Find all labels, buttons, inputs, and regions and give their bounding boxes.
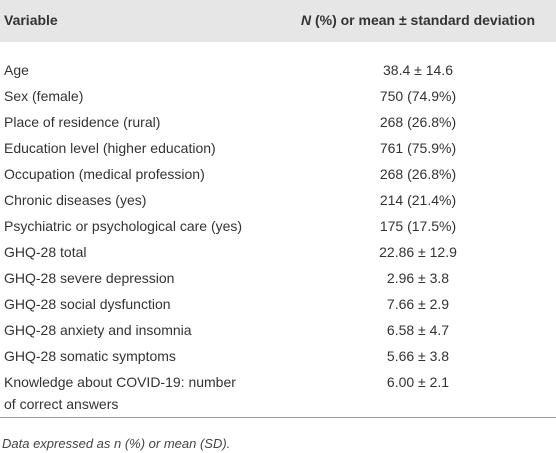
- variable-cell: Sex (female): [4, 85, 83, 107]
- value-cell: 38.4 ± 14.6: [383, 62, 453, 78]
- variable-cell: Education level (higher education): [4, 137, 216, 159]
- header-row: Variable N (%) or mean ± standard deviat…: [0, 0, 556, 42]
- variable-cell: GHQ-28 social dysfunction: [4, 293, 171, 315]
- value-cell: 750 (74.9%): [379, 88, 457, 104]
- table-row: Occupation (medical profession) 268 (26.8…: [0, 158, 556, 184]
- variable-text: Place of residence (rural): [4, 114, 161, 130]
- value-cell: 6.58 ± 4.7: [386, 322, 450, 338]
- value-cell: 2.96 ± 3.8: [386, 270, 450, 286]
- header-text: N: [300, 12, 312, 28]
- variable-cell: Occupation (medical profession): [4, 163, 205, 185]
- variable-cell: GHQ-28 anxiety and insomnia: [4, 319, 192, 341]
- variable-text: GHQ-28 severe depression: [4, 270, 175, 286]
- variable-text: Education level (higher education): [4, 140, 216, 156]
- bottom-rule: [0, 417, 556, 418]
- table-row: GHQ-28 anxiety and insomnia 6.58 ± 4.7: [0, 314, 556, 340]
- header-text: (%) or mean ± standard deviation: [311, 12, 536, 28]
- table-row: GHQ-28 somatic symptoms 5.66 ± 3.8: [0, 340, 556, 366]
- table-row: Chronic diseases (yes) 214 (21.4%): [0, 184, 556, 210]
- table-row: GHQ-28 total 22.86 ± 12.9: [0, 236, 556, 262]
- variable-text: GHQ-28 total: [4, 244, 87, 260]
- variable-text: Age: [4, 62, 29, 78]
- value-cell: 22.86 ± 12.9: [379, 244, 457, 260]
- table-row: Psychiatric or psychological care (yes) 1…: [0, 210, 556, 236]
- value-cell: 214 (21.4%): [379, 192, 457, 208]
- variable-cell: Chronic diseases (yes): [4, 189, 146, 211]
- footnote: Data expressed as n (%) or mean (SD).: [2, 436, 231, 451]
- value-cell: 761 (75.9%): [379, 140, 457, 156]
- value-cell: 175 (17.5%): [379, 218, 457, 234]
- header-cell: Variable: [4, 12, 58, 28]
- table-row: Place of residence (rural) 268 (26.8%): [0, 106, 556, 132]
- variable-text: GHQ-28 anxiety and insomnia: [4, 322, 192, 338]
- variable-cell: GHQ-28 total: [4, 241, 86, 263]
- variable-text: of correct answers: [4, 396, 119, 412]
- variable-text: Chronic diseases (yes): [4, 192, 147, 208]
- value-cell: 268 (26.8%): [379, 114, 457, 130]
- variable-text: Psychiatric or psychological care (yes): [4, 218, 243, 234]
- variable-text: GHQ-28 social dysfunction: [4, 296, 171, 312]
- table-row: Knowledge about COVID-19: number of corre…: [0, 366, 556, 418]
- variable-cell: Knowledge about COVID-19: number of corre…: [4, 371, 236, 415]
- table-row: GHQ-28 social dysfunction 7.66 ± 2.9: [0, 288, 556, 314]
- variable-text: Knowledge about COVID-19: number: [4, 374, 236, 390]
- variable-cell: Psychiatric or psychological care (yes): [4, 215, 242, 237]
- table-row: Education level (higher education) 761 (7…: [0, 132, 556, 158]
- table-body: Age 38.4 ± 14.6 Sex (female) 750 (74.9%) Pla…: [0, 54, 556, 418]
- table-row: Sex (female) 750 (74.9%): [0, 80, 556, 106]
- value-cell: 7.66 ± 2.9: [386, 296, 450, 312]
- variable-cell: GHQ-28 somatic symptoms: [4, 345, 176, 367]
- variable-cell: Age: [4, 59, 29, 81]
- value-cell: 6.00 ± 2.1: [386, 374, 450, 390]
- variable-text: GHQ-28 somatic symptoms: [4, 348, 176, 364]
- value-cell: 5.66 ± 3.8: [386, 348, 450, 364]
- table-row: Age 38.4 ± 14.6: [0, 54, 556, 80]
- table-row: GHQ-28 severe depression 2.96 ± 3.8: [0, 262, 556, 288]
- variable-cell: Place of residence (rural): [4, 111, 160, 133]
- value-cell: 268 (26.8%): [379, 166, 457, 182]
- variable-text: Occupation (medical profession): [4, 166, 205, 182]
- variable-text: Sex (female): [4, 88, 84, 104]
- header-cell: N (%) or mean ± standard deviation: [286, 12, 550, 28]
- variable-cell: GHQ-28 severe depression: [4, 267, 174, 289]
